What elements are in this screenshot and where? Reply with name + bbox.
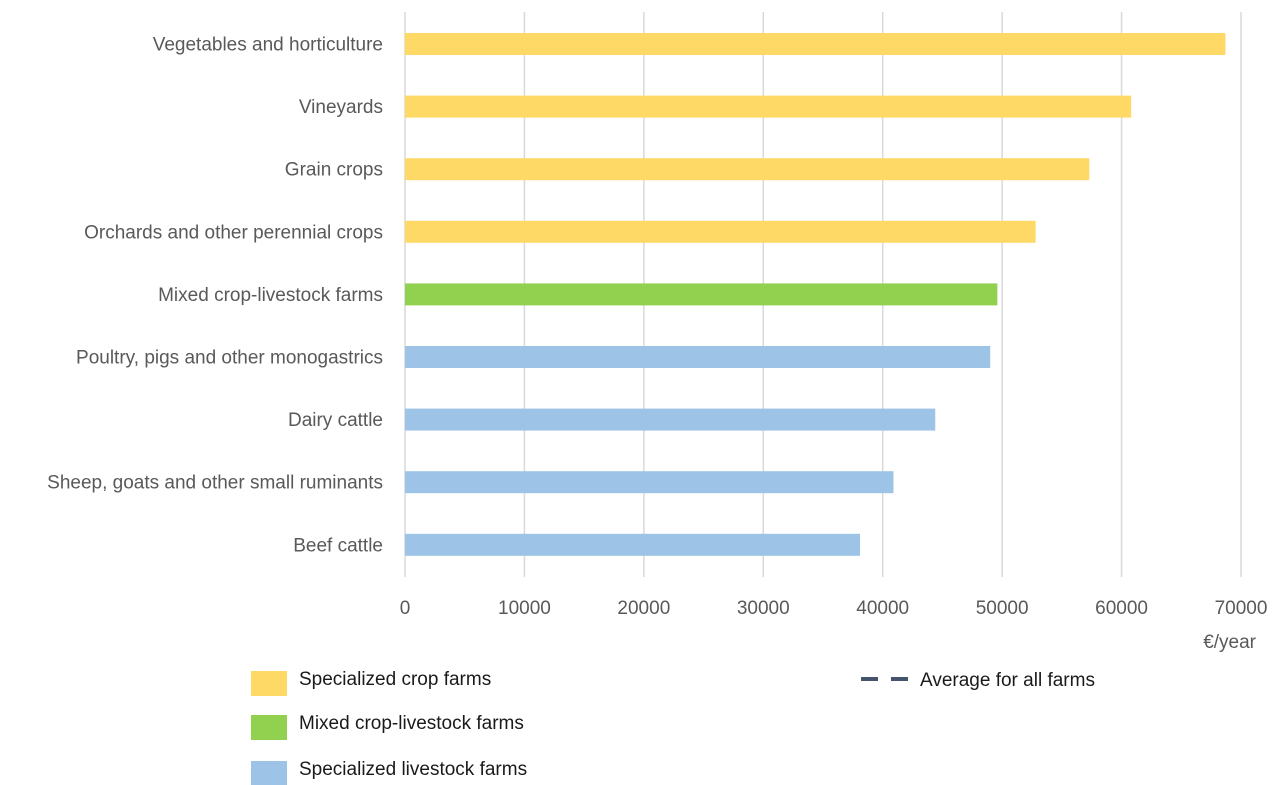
legend-label: Specialized livestock farms <box>299 759 527 780</box>
category-label: Sheep, goats and other small ruminants <box>47 473 383 494</box>
bar <box>405 471 894 494</box>
x-tick-label: 10000 <box>498 598 551 619</box>
category-label: Poultry, pigs and other monogastrics <box>76 348 383 369</box>
category-labels: Vegetables and horticulture Vineyards Grai… <box>47 35 383 557</box>
x-tick-label: 30000 <box>737 598 790 619</box>
bar <box>405 158 1090 181</box>
category-label: Orchards and other perennial crops <box>84 222 383 243</box>
x-tick-label: 40000 <box>856 598 909 619</box>
x-tick-label: 0 <box>400 598 411 619</box>
legend-label: Average for all farms <box>920 670 1095 691</box>
bar <box>405 95 1132 118</box>
category-label: Vineyards <box>299 97 383 118</box>
bar <box>405 346 991 368</box>
x-axis-unit-label: €/year <box>1203 632 1256 653</box>
category-label: Vegetables and horticulture <box>153 35 383 56</box>
bar <box>405 533 861 556</box>
x-tick-label: 60000 <box>1095 598 1148 619</box>
category-label: Dairy cattle <box>288 410 383 431</box>
x-tick-label: 50000 <box>976 598 1029 619</box>
x-tick-label: 20000 <box>617 598 670 619</box>
category-label: Grain crops <box>285 160 383 181</box>
legend-label: Mixed crop-livestock farms <box>299 713 524 734</box>
legend-label: Specialized crop farms <box>299 669 491 690</box>
x-tick-label: 70000 <box>1215 598 1268 619</box>
legend: Specialized crop farms Mixed crop-livesto… <box>251 669 1095 785</box>
bar <box>405 283 998 306</box>
legend-swatch <box>251 761 287 785</box>
category-label: Mixed crop-livestock farms <box>158 285 383 306</box>
bars <box>405 33 1226 556</box>
bar <box>405 408 936 431</box>
x-axis-tick-labels: 0 10000 20000 30000 40000 50000 60000 70000 <box>400 598 1268 619</box>
legend-swatch <box>251 671 287 696</box>
bar <box>405 33 1226 55</box>
legend-swatch <box>251 715 287 740</box>
bar <box>405 220 1036 243</box>
category-label: Beef cattle <box>293 535 383 556</box>
